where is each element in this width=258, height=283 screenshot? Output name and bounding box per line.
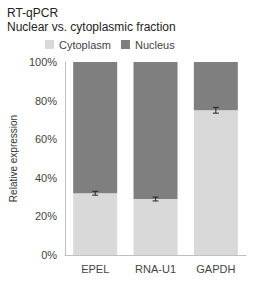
svg-text:0%: 0% <box>41 249 57 261</box>
svg-text:Cytoplasm: Cytoplasm <box>59 39 111 51</box>
svg-text:RNA-U1: RNA-U1 <box>135 263 176 275</box>
svg-text:EPEL: EPEL <box>81 263 109 275</box>
svg-text:100%: 100% <box>29 56 57 68</box>
svg-text:Nucleus: Nucleus <box>135 39 175 51</box>
svg-text:RT-qPCR: RT-qPCR <box>7 6 58 20</box>
svg-text:80%: 80% <box>35 95 57 107</box>
svg-text:60%: 60% <box>35 133 57 145</box>
svg-text:40%: 40% <box>35 172 57 184</box>
svg-text:Relative expression: Relative expression <box>8 115 19 202</box>
svg-text:20%: 20% <box>35 210 57 222</box>
svg-text:GAPDH: GAPDH <box>196 263 235 275</box>
svg-text:Nuclear vs. cytoplasmic fracti: Nuclear vs. cytoplasmic fraction <box>7 20 176 34</box>
